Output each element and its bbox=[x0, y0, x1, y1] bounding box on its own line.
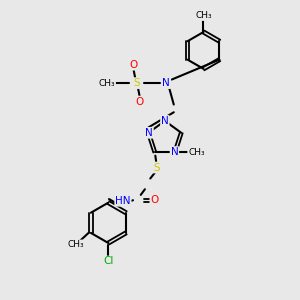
Text: CH₃: CH₃ bbox=[67, 240, 84, 249]
Text: N: N bbox=[163, 78, 170, 88]
Text: HN: HN bbox=[115, 196, 131, 206]
Text: CH₃: CH₃ bbox=[188, 148, 205, 157]
Text: N: N bbox=[170, 147, 178, 157]
Text: O: O bbox=[151, 195, 159, 205]
Text: N: N bbox=[161, 116, 169, 126]
Text: N: N bbox=[145, 128, 153, 138]
Text: CH₃: CH₃ bbox=[99, 79, 115, 88]
Text: S: S bbox=[133, 78, 140, 88]
Text: O: O bbox=[136, 97, 144, 106]
Text: S: S bbox=[153, 163, 160, 172]
Text: Cl: Cl bbox=[103, 256, 114, 266]
Text: O: O bbox=[130, 60, 138, 70]
Text: CH₃: CH₃ bbox=[195, 11, 212, 20]
